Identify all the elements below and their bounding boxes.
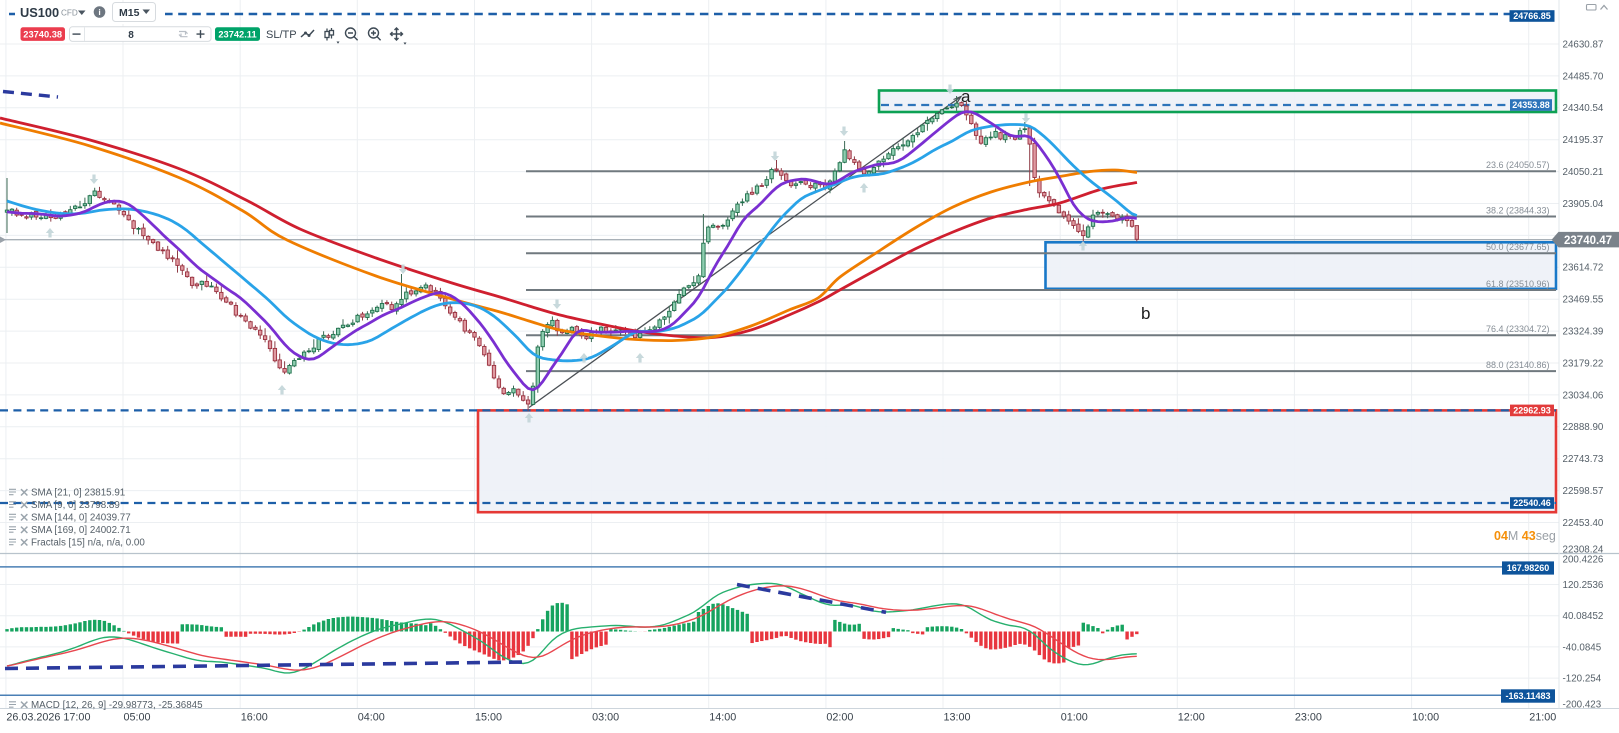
svg-text:23.6 (24050.57): 23.6 (24050.57) [1486, 160, 1550, 170]
svg-text:04:00: 04:00 [358, 712, 385, 724]
svg-text:24195.37: 24195.37 [1563, 135, 1604, 146]
svg-text:a: a [961, 87, 971, 106]
svg-text:22962.93: 22962.93 [1513, 406, 1551, 416]
svg-text:50.0 (23677.65): 50.0 (23677.65) [1486, 242, 1550, 252]
svg-text:15:00: 15:00 [475, 712, 502, 724]
svg-text:167.98260: 167.98260 [1507, 563, 1550, 573]
svg-text:23324.39: 23324.39 [1563, 327, 1604, 338]
svg-text:22540.46: 22540.46 [1513, 498, 1551, 508]
svg-text:M15: M15 [119, 7, 140, 19]
svg-text:Fractals [15] n/a, n/a, 0.00: Fractals [15] n/a, n/a, 0.00 [31, 538, 145, 549]
svg-text:24340.54: 24340.54 [1563, 103, 1604, 114]
svg-text:SMA [21, 0] 23815.91: SMA [21, 0] 23815.91 [31, 488, 125, 499]
svg-text:12:00: 12:00 [1178, 712, 1205, 724]
svg-text:16:00: 16:00 [241, 712, 268, 724]
svg-text:76.4 (23304.72): 76.4 (23304.72) [1486, 324, 1550, 334]
svg-text:US100: US100 [20, 5, 59, 20]
svg-text:22453.40: 22453.40 [1563, 518, 1604, 529]
svg-text:120.2536: 120.2536 [1563, 580, 1604, 591]
svg-text:23740.38: 23740.38 [23, 30, 62, 40]
svg-text:24485.70: 24485.70 [1563, 71, 1604, 82]
svg-text:23034.06: 23034.06 [1563, 390, 1604, 401]
svg-text:-40.0845: -40.0845 [1563, 642, 1602, 653]
svg-text:24766.85: 24766.85 [1513, 11, 1551, 21]
svg-text:MACD [12, 26, 9] -29.98773, -2: MACD [12, 26, 9] -29.98773, -25.36845 [31, 700, 203, 711]
svg-text:-200.423: -200.423 [1563, 700, 1602, 711]
svg-text:23740.47: 23740.47 [1564, 235, 1612, 247]
svg-text:10:00: 10:00 [1412, 712, 1439, 724]
svg-text:40.08452: 40.08452 [1563, 611, 1604, 622]
svg-text:21:00: 21:00 [1529, 712, 1556, 724]
svg-text:-120.254: -120.254 [1563, 674, 1602, 685]
svg-text:CFD: CFD [61, 8, 78, 17]
svg-text:26.03.2026 17:00: 26.03.2026 17:00 [6, 712, 90, 724]
svg-text:200.4226: 200.4226 [1563, 554, 1604, 565]
svg-text:88.0 (23140.86): 88.0 (23140.86) [1486, 360, 1550, 370]
svg-text:24353.88: 24353.88 [1512, 100, 1550, 110]
svg-text:SMA [9, 0] 23798.89: SMA [9, 0] 23798.89 [31, 500, 120, 511]
svg-text:05:00: 05:00 [124, 712, 151, 724]
svg-text:SMA [144, 0] 24039.77: SMA [144, 0] 24039.77 [31, 513, 131, 524]
svg-text:22888.90: 22888.90 [1563, 422, 1604, 433]
svg-text:23614.72: 23614.72 [1563, 263, 1604, 274]
svg-text:23:00: 23:00 [1295, 712, 1322, 724]
svg-text:61.8 (23510.96): 61.8 (23510.96) [1486, 279, 1550, 289]
svg-text:22743.73: 22743.73 [1563, 454, 1604, 465]
svg-text:8: 8 [128, 30, 134, 41]
svg-text:23742.11: 23742.11 [218, 30, 256, 40]
svg-text:23469.55: 23469.55 [1563, 295, 1604, 306]
svg-text:24050.21: 24050.21 [1563, 167, 1604, 178]
svg-text:22598.57: 22598.57 [1563, 486, 1604, 497]
svg-text:-163.11483: -163.11483 [1505, 691, 1550, 701]
svg-text:01:00: 01:00 [1061, 712, 1088, 724]
svg-text:23179.22: 23179.22 [1563, 358, 1604, 369]
svg-text:14:00: 14:00 [709, 712, 736, 724]
svg-text:b: b [1141, 304, 1150, 323]
svg-text:38.2 (23844.33): 38.2 (23844.33) [1486, 205, 1550, 215]
svg-text:SMA [169, 0] 24002.71: SMA [169, 0] 24002.71 [31, 525, 131, 536]
svg-text:22308.24: 22308.24 [1563, 545, 1604, 556]
svg-text:i: i [98, 7, 100, 17]
svg-text:03:00: 03:00 [592, 712, 619, 724]
svg-text:24630.87: 24630.87 [1563, 39, 1604, 50]
svg-text:13:00: 13:00 [944, 712, 971, 724]
svg-text:23905.04: 23905.04 [1563, 199, 1604, 210]
svg-text:04M 43seg: 04M 43seg [1494, 529, 1556, 543]
svg-text:02:00: 02:00 [826, 712, 853, 724]
svg-text:SL/TP: SL/TP [266, 29, 297, 41]
